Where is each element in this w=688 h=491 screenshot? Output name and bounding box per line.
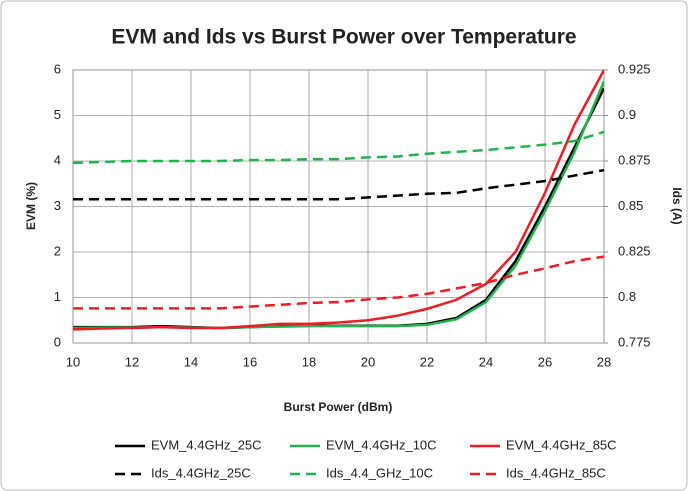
x-axis-label: Burst Power (dBm) xyxy=(284,400,393,414)
y-tick-label: 3 xyxy=(54,198,61,213)
y2-tick-label: 0.925 xyxy=(618,61,651,76)
legend-label: Ids_4.4GHz_25C xyxy=(151,465,251,480)
y-axis-label: EVM (%) xyxy=(24,182,38,230)
y2-axis-label: Ids (A) xyxy=(670,187,684,224)
legend-label: EVM_4.4GHz_25C xyxy=(151,437,262,452)
y-tick-label: 5 xyxy=(54,107,61,122)
x-tick-label: 20 xyxy=(361,354,375,369)
chart-title: EVM and Ids vs Burst Power over Temperat… xyxy=(111,26,576,49)
y-tick-label: 0 xyxy=(54,334,61,349)
x-tick-label: 14 xyxy=(184,354,198,369)
x-tick-label: 18 xyxy=(302,354,316,369)
y-tick-label: 2 xyxy=(54,243,61,258)
series-line xyxy=(73,130,604,165)
x-tick-label: 10 xyxy=(66,354,80,369)
legend-label: EVM_4.4GHz_85C xyxy=(506,437,617,452)
x-tick-label: 16 xyxy=(243,354,257,369)
y2-tick-label: 0.9 xyxy=(618,107,636,122)
x-tick-label: 28 xyxy=(597,354,611,369)
y2-tick-label: 0.875 xyxy=(618,152,651,167)
series-line xyxy=(73,69,604,331)
legend-label: Ids_4.4_GHz_10C xyxy=(326,465,433,480)
y-tick-label: 1 xyxy=(54,289,61,304)
y2-tick-label: 0.775 xyxy=(618,334,651,349)
x-tick-label: 12 xyxy=(125,354,139,369)
legend-label: EVM_4.4GHz_10C xyxy=(326,437,437,452)
y-tick-label: 6 xyxy=(54,61,61,76)
series-line xyxy=(73,255,604,310)
legend-label: Ids_4.4GHz_85C xyxy=(506,465,606,480)
x-tick-label: 24 xyxy=(479,354,493,369)
y2-tick-label: 0.825 xyxy=(618,243,651,258)
y-tick-label: 4 xyxy=(54,152,61,167)
y2-tick-label: 0.8 xyxy=(618,289,636,304)
x-tick-label: 26 xyxy=(538,354,552,369)
series-line xyxy=(73,168,604,201)
x-tick-label: 22 xyxy=(420,354,434,369)
y2-tick-label: 0.85 xyxy=(618,198,643,213)
